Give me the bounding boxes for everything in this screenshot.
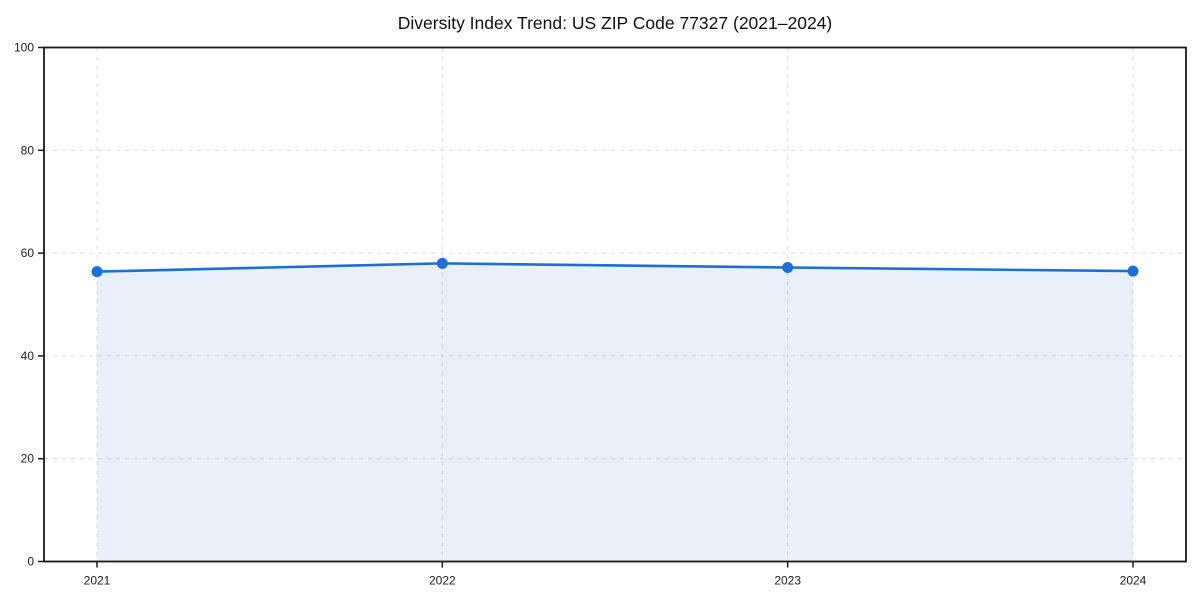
x-tick-label: 2022 — [429, 574, 456, 588]
x-tick-label: 2021 — [84, 574, 111, 588]
y-tick-label: 60 — [21, 246, 35, 260]
y-tick-label: 40 — [21, 349, 35, 363]
area-fill — [97, 263, 1133, 562]
data-point-2024 — [1127, 265, 1139, 277]
y-tick-label: 20 — [21, 452, 35, 466]
y-tick-label: 0 — [27, 555, 34, 569]
data-point-2021 — [91, 266, 103, 278]
y-tick-label: 80 — [21, 143, 35, 157]
data-point-2023 — [782, 261, 794, 273]
x-tick-label: 2023 — [774, 574, 801, 588]
data-point-2022 — [436, 257, 448, 269]
x-tick-label: 2024 — [1120, 574, 1147, 588]
y-tick-label: 100 — [14, 41, 34, 55]
trend-line — [95, 262, 1135, 273]
plot-border — [43, 46, 1187, 563]
chart-title: Diversity Index Trend: US ZIP Code 77327… — [397, 13, 833, 33]
